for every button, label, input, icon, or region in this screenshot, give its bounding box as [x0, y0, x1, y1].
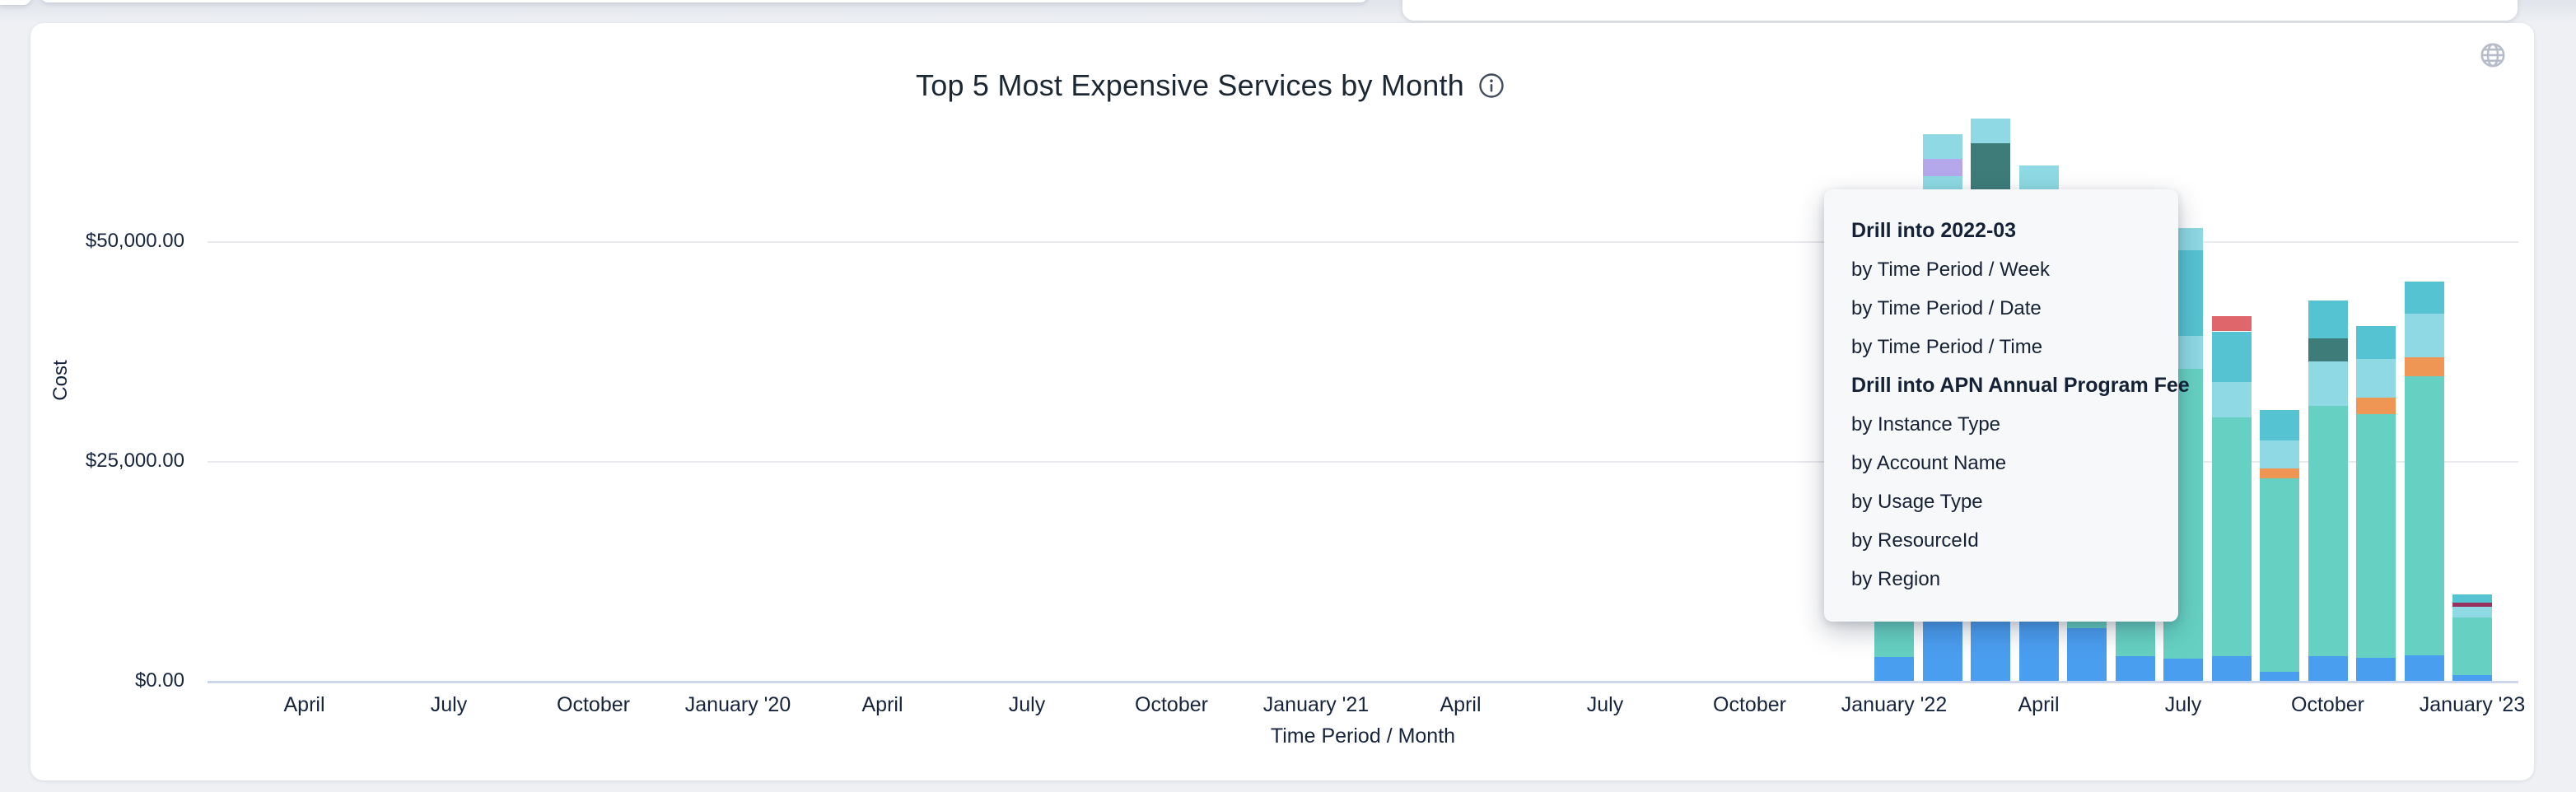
bar-segment-2022-12-1[interactable]: [2404, 375, 2444, 655]
top-card-fragment-left: [41, 0, 1367, 2]
info-icon[interactable]: [1477, 72, 1505, 100]
page-title: Top 5 Most Expensive Services by Month: [916, 68, 1464, 102]
bar-segment-2022-03-3[interactable]: [1971, 118, 2010, 143]
drill-menu-item-by-account-name[interactable]: by Account Name: [1851, 451, 2007, 474]
x-axis-tick-label: April: [283, 693, 325, 716]
x-axis-tick-label: April: [861, 693, 903, 716]
bar-segment-2023-01-2[interactable]: [2452, 606, 2492, 618]
bar-segment-2022-02-4[interactable]: [1922, 134, 1962, 160]
x-axis-tick-label: October: [2291, 693, 2364, 716]
bar-segment-2023-01-0[interactable]: [2452, 674, 2492, 682]
bar-segment-2023-01-3[interactable]: [2452, 602, 2492, 607]
drill-menu-item-by-usage-type[interactable]: by Usage Type: [1851, 490, 1983, 513]
drill-menu-header-1: Drill into APN Annual Program Fee: [1851, 374, 2190, 397]
drill-menu-item-by-time-period-date[interactable]: by Time Period / Date: [1851, 296, 2042, 319]
bar-segment-2022-05-0[interactable]: [2067, 628, 2107, 682]
bar-segment-2022-02-3[interactable]: [1922, 159, 1962, 177]
x-axis-tick-label: July: [430, 693, 468, 716]
drill-menu-item-by-time-period-week[interactable]: by Time Period / Week: [1851, 258, 2050, 281]
drill-menu-item-by-instance-type[interactable]: by Instance Type: [1851, 412, 2001, 436]
drill-menu-item-by-resourceid[interactable]: by ResourceId: [1851, 529, 1979, 552]
x-axis-tick-label: July: [2164, 693, 2202, 716]
bar-segment-2022-12-2[interactable]: [2404, 357, 2444, 376]
bar-segment-2022-09-4[interactable]: [2260, 409, 2299, 441]
bar-segment-2022-08-2[interactable]: [2211, 382, 2252, 417]
bar-segment-2022-08-4[interactable]: [2211, 316, 2252, 332]
x-axis-tick-label: April: [2018, 693, 2060, 716]
bar-segment-2022-11-1[interactable]: [2356, 413, 2396, 659]
y-axis-tick-label: $0.00: [134, 669, 184, 692]
bar-segment-2022-09-2[interactable]: [2260, 468, 2299, 479]
bar-segment-2022-09-3[interactable]: [2260, 440, 2299, 469]
bar-segment-2022-09-0[interactable]: [2260, 672, 2299, 682]
bar-segment-2022-11-2[interactable]: [2356, 398, 2396, 414]
top-card-fragment-right: [1402, 0, 2518, 21]
bar-segment-2022-08-1[interactable]: [2211, 417, 2252, 657]
x-axis-tick-label: January '20: [684, 693, 791, 716]
bar-segment-2022-10-3[interactable]: [2308, 338, 2348, 362]
bar-segment-2022-12-0[interactable]: [2404, 655, 2444, 682]
bar-segment-2022-10-0[interactable]: [2308, 656, 2348, 682]
bar-segment-2022-11-3[interactable]: [2356, 359, 2396, 398]
x-axis-tick-label: July: [1008, 693, 1046, 716]
bar-segment-2022-10-2[interactable]: [2308, 361, 2348, 407]
x-axis-tick-label: January '21: [1262, 693, 1370, 716]
drill-menu-item-by-time-period-time[interactable]: by Time Period / Time: [1851, 335, 2043, 358]
globe-icon[interactable]: [2477, 40, 2508, 71]
x-axis-tick-label: October: [557, 693, 630, 716]
x-axis-title: Time Period / Month: [1270, 724, 1456, 748]
bar-segment-2023-01-1[interactable]: [2452, 617, 2492, 675]
y-axis-tick-label: $50,000.00: [85, 230, 184, 252]
y-axis-title: Cost: [49, 360, 72, 401]
x-axis-line: [208, 680, 2518, 683]
bar-segment-2022-04-0[interactable]: [2018, 617, 2059, 682]
bar-segment-2022-08-0[interactable]: [2211, 656, 2252, 682]
drill-menu-header-0: Drill into 2022-03: [1851, 219, 2017, 242]
bar-segment-2022-07-0[interactable]: [2163, 659, 2203, 682]
bar-segment-2022-10-4[interactable]: [2308, 300, 2348, 339]
x-axis-tick-label: January '23: [2419, 693, 2526, 716]
x-axis-tick-label: October: [1713, 693, 1786, 716]
x-axis-tick-label: July: [1586, 693, 1624, 716]
bar-segment-2022-11-0[interactable]: [2356, 658, 2396, 682]
bar-segment-2022-08-3[interactable]: [2211, 331, 2252, 383]
top-card-fragment-left-small: [0, 0, 31, 5]
chart-header: Top 5 Most Expensive Services by Month: [0, 63, 2421, 109]
bar-segment-2022-12-4[interactable]: [2404, 281, 2444, 314]
x-axis-tick-label: October: [1135, 693, 1208, 716]
bar-segment-2022-01-0[interactable]: [1874, 657, 1914, 682]
bar-segment-2022-11-4[interactable]: [2356, 326, 2396, 360]
y-axis-tick-label: $25,000.00: [85, 450, 184, 472]
x-axis-tick-label: January '22: [1841, 693, 1948, 716]
x-axis-tick-label: April: [1440, 693, 1482, 716]
gridline: [208, 461, 2518, 463]
gridline: [208, 241, 2518, 243]
bar-segment-2022-09-1[interactable]: [2260, 478, 2299, 673]
bar-segment-2022-06-0[interactable]: [2115, 655, 2155, 682]
drill-context-menu: Drill into 2022-03 by Time Period / Week b…: [1824, 189, 2190, 622]
bar-segment-2022-03-0[interactable]: [1971, 613, 2010, 682]
bar-segment-2022-10-1[interactable]: [2308, 406, 2348, 657]
bar-segment-2023-01-4[interactable]: [2452, 594, 2492, 603]
drill-menu-item-by-region[interactable]: by Region: [1851, 567, 1941, 590]
bar-segment-2022-12-3[interactable]: [2404, 314, 2444, 358]
